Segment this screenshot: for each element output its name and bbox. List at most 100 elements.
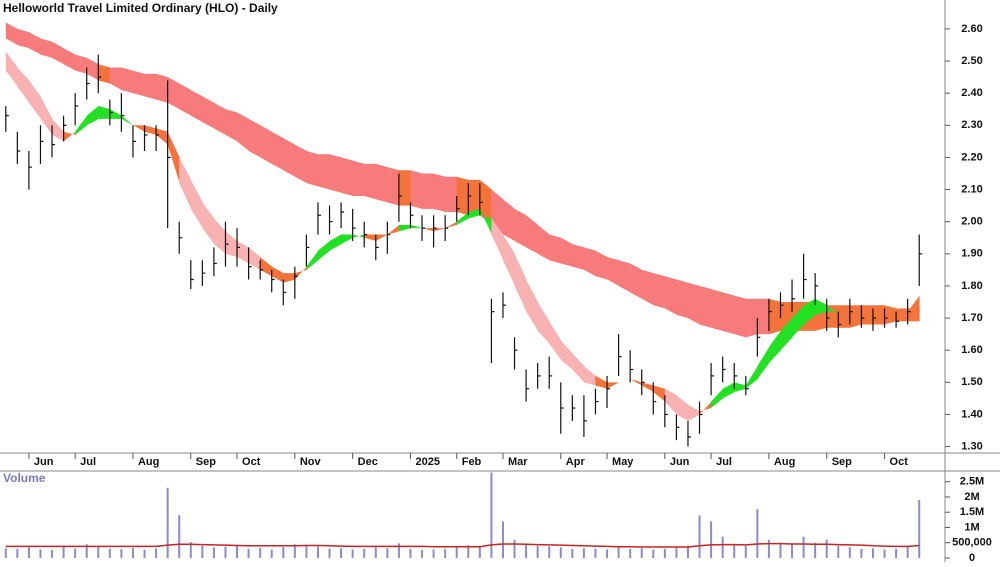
y-tick-label: 500,000 — [952, 537, 992, 549]
long-band — [144, 73, 157, 100]
volume-bar — [120, 549, 123, 558]
y-tick-label: 2.30 — [961, 119, 982, 131]
short-band — [86, 106, 99, 126]
long-band — [248, 118, 261, 158]
short-band — [341, 234, 354, 245]
x-tick-label: May — [612, 456, 634, 468]
long-band — [468, 179, 481, 216]
long-band — [75, 54, 88, 74]
long-band — [607, 257, 619, 286]
short-band — [792, 305, 804, 338]
long-band — [687, 282, 700, 325]
volume-bar — [767, 539, 770, 558]
long-band — [641, 269, 654, 306]
long-band — [40, 38, 53, 58]
long-band — [618, 260, 631, 293]
volume-bar — [62, 545, 65, 558]
long-band — [167, 77, 180, 110]
short-band — [121, 115, 134, 126]
short-band — [28, 80, 41, 119]
long-band — [202, 96, 215, 129]
volume-average — [5, 542, 920, 548]
long-band — [398, 170, 411, 206]
long-band — [502, 199, 515, 241]
panel-title: Volume — [3, 471, 46, 485]
y-tick-label: 1.80 — [961, 280, 982, 292]
long-band — [156, 73, 169, 103]
volume-bar — [363, 548, 366, 558]
y-tick-label: 1.5M — [960, 506, 984, 518]
short-band — [711, 388, 724, 409]
volume-bar — [733, 544, 736, 558]
short-band — [630, 379, 643, 386]
long-band — [294, 144, 307, 184]
long-band — [283, 138, 296, 177]
x-tick-label: 2025 — [415, 456, 439, 468]
long-band — [260, 125, 273, 164]
short-band — [583, 366, 596, 386]
short-band — [283, 273, 296, 283]
volume-bar — [779, 542, 782, 558]
price-panel — [5, 22, 923, 447]
long-band — [375, 163, 388, 203]
short-band — [838, 311, 851, 315]
volume-bar — [571, 548, 574, 558]
short-band — [260, 257, 273, 277]
short-band — [40, 96, 53, 135]
volume-bar — [166, 487, 169, 558]
y-tick-label: 1.90 — [961, 248, 982, 260]
y-tick-label: 0 — [969, 552, 975, 562]
volume-bar — [108, 548, 111, 558]
volume-bar — [293, 544, 296, 558]
long-band — [768, 298, 781, 335]
short-band — [294, 266, 307, 280]
long-band — [98, 64, 111, 84]
x-tick-label: Jul — [716, 456, 732, 468]
x-tick-label: Sep — [832, 456, 852, 468]
short-band — [491, 218, 504, 261]
short-band — [676, 395, 689, 421]
long-band — [341, 157, 354, 196]
long-band — [838, 305, 851, 328]
volume-bar — [594, 548, 597, 558]
y-tick-label: 2.00 — [961, 216, 982, 228]
long-band — [271, 131, 284, 171]
short-band — [699, 401, 712, 415]
volume-bar — [895, 548, 898, 558]
volume-bar — [918, 500, 921, 558]
volume-bar — [721, 536, 724, 558]
short-band — [757, 346, 770, 380]
short-band — [849, 311, 862, 315]
y-tick-label: 2.10 — [961, 183, 982, 195]
long-band — [86, 57, 99, 81]
short-band — [456, 212, 469, 225]
volume-bar — [178, 515, 181, 558]
long-band — [560, 237, 573, 267]
short-band — [445, 221, 458, 229]
volume-bar — [16, 548, 19, 558]
volume-bar — [860, 548, 863, 558]
short-band — [306, 250, 319, 270]
volume-bar — [710, 521, 713, 558]
short-band — [745, 366, 758, 389]
long-band — [479, 179, 492, 225]
short-band — [202, 202, 215, 245]
x-tick-label: Oct — [890, 456, 909, 468]
short-band — [780, 318, 793, 351]
volume-bar — [131, 547, 134, 558]
volume-bar — [525, 544, 528, 558]
volume-bar — [756, 509, 759, 558]
short-band — [803, 298, 816, 325]
long-band — [433, 173, 446, 213]
long-band — [306, 151, 319, 187]
long-band — [28, 32, 41, 55]
x-tick-label: Jul — [80, 456, 96, 468]
volume-bar — [802, 536, 805, 558]
short-band — [896, 311, 909, 319]
short-band — [595, 375, 608, 389]
volume-bar — [478, 546, 481, 558]
short-band — [237, 240, 249, 264]
volume-bar — [328, 548, 331, 558]
y-tick-label: 1.60 — [961, 344, 982, 356]
